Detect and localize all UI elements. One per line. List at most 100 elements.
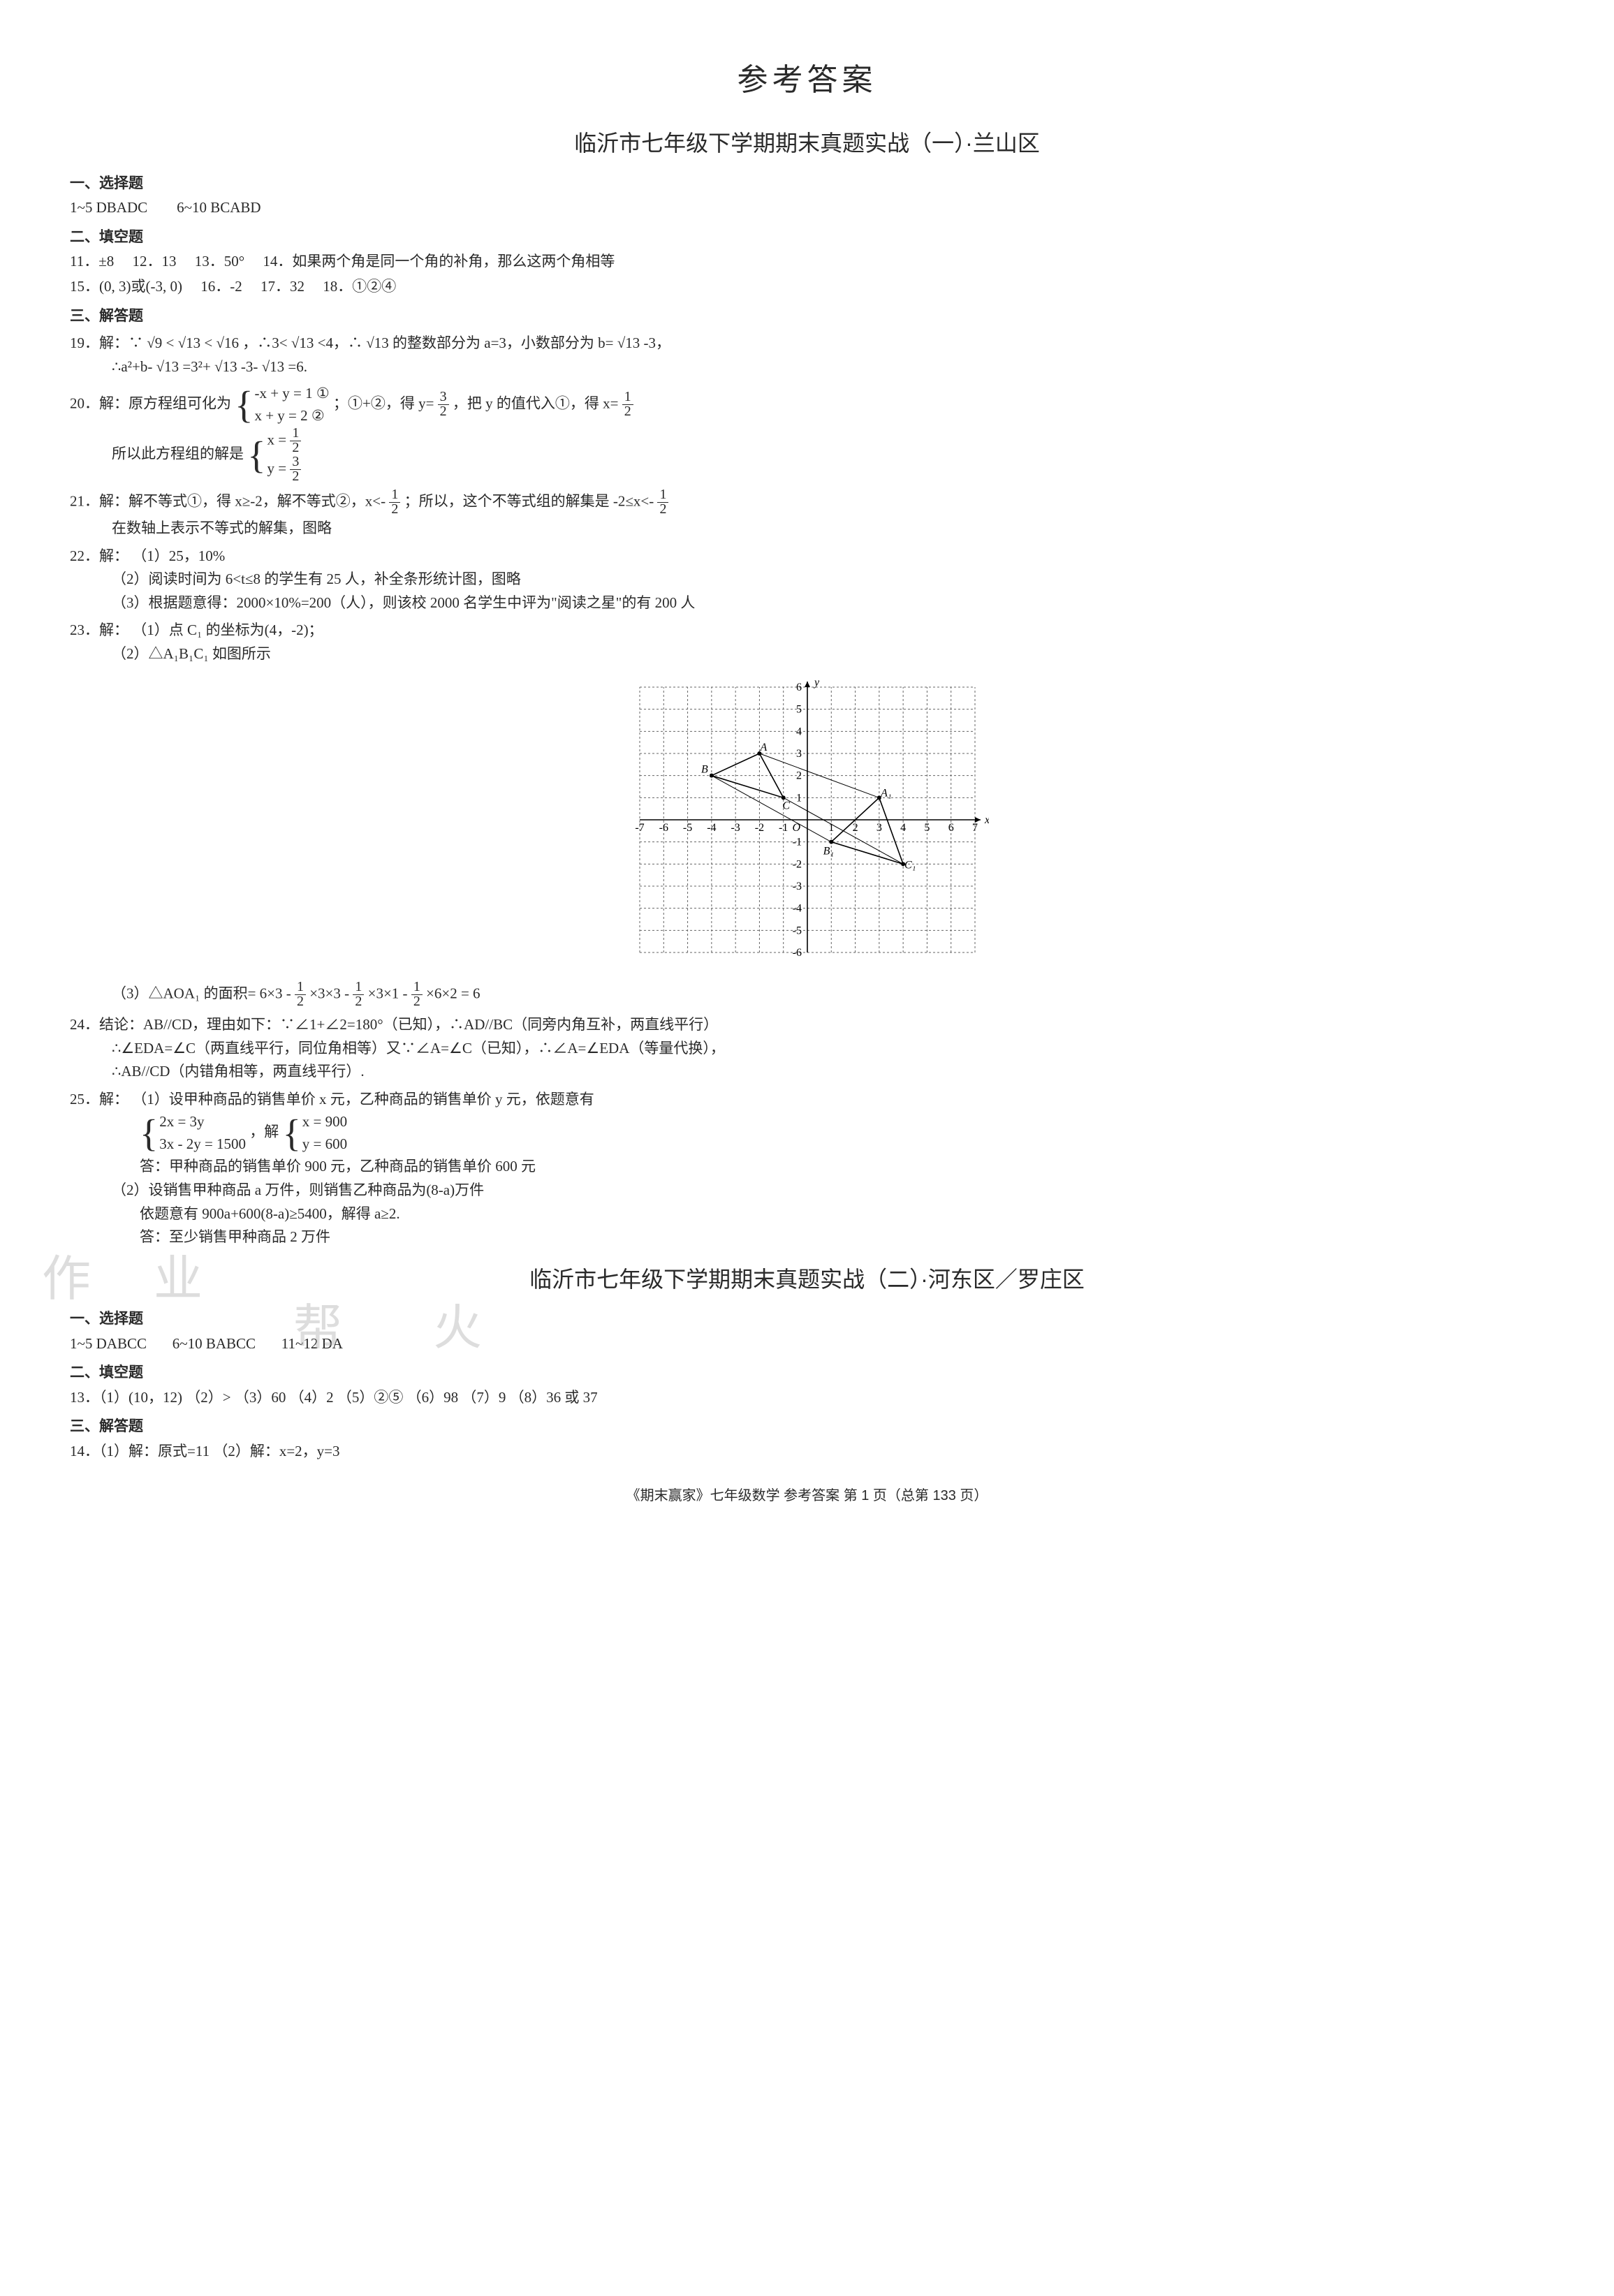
exam2-title: 临沂市七年级下学期期末真题实战（二）·河东区／罗庄区 [70, 1262, 1544, 1297]
svg-text:1: 1 [828, 822, 834, 834]
svg-text:B₁: B₁ [823, 845, 833, 857]
q16: 16．-2 [200, 278, 242, 295]
e2-sec3: 三、解答题 [70, 1415, 1544, 1438]
q20-sol: 所以此方程组的解是 { x = 12 y = 32 [70, 427, 1544, 484]
q13: 13．50° [195, 253, 244, 270]
e2-mc2: 6~10 BABCC [173, 1335, 256, 1352]
svg-text:5: 5 [924, 822, 930, 834]
svg-text:1: 1 [796, 792, 802, 804]
q23-p2: （2）△A₁B₁C₁ 如图所示 [70, 642, 1544, 666]
frac-1-2f: 12 [411, 980, 423, 1009]
svg-text:3: 3 [796, 748, 802, 760]
q23-label: 23．解： [70, 621, 129, 638]
q20-mid: ；①+②，得 y= [333, 395, 438, 412]
main-title: 参考答案 [70, 56, 1544, 105]
svg-text:7: 7 [972, 822, 978, 834]
svg-text:C₁: C₁ [904, 859, 916, 871]
q25: 25．解： （1）设甲种商品的销售单价 x 元，乙种商品的销售单价 y 元，依题… [70, 1088, 1544, 1249]
e2-mc: 1~5 DABCC 6~10 BABCC 11~12 DA [70, 1332, 1544, 1356]
svg-text:6: 6 [796, 682, 802, 693]
q20-solx: x = [267, 432, 290, 448]
frac-3-2a: 32 [438, 390, 449, 419]
fill-row2: 15．(0, 3)或(-3, 0) 16．-2 17．32 18．①②④ [70, 275, 1544, 299]
svg-text:O: O [792, 822, 800, 834]
q12: 12．13 [133, 253, 177, 270]
q25-ans1: 答：甲种商品的销售单价 900 元，乙种商品的销售单价 600 元 [70, 1155, 1544, 1179]
sec2-heading: 二、填空题 [70, 226, 1544, 249]
svg-text:-2: -2 [792, 858, 801, 870]
svg-text:-4: -4 [707, 822, 716, 834]
svg-text:-6: -6 [659, 822, 668, 834]
svg-text:x: x [984, 814, 989, 826]
svg-text:3: 3 [876, 822, 881, 834]
e2-q14: 14．（1）解：原式=11 （2）解：x=2，y=3 [70, 1440, 1544, 1464]
q20-label: 20．解：原方程组可化为 [70, 395, 231, 412]
svg-text:4: 4 [900, 822, 906, 834]
q25-solve: ，解 [249, 1124, 279, 1140]
frac-1-2d: 12 [295, 980, 306, 1009]
frac-1-2c: 12 [657, 488, 668, 517]
q19-p1a: √9 < √13 < √16 [147, 334, 239, 351]
q25-p2: （2）设销售甲种商品 a 万件，则销售乙种商品为(8-a)万件 [70, 1179, 1544, 1202]
svg-text:2: 2 [852, 822, 858, 834]
q19: 19．解：∵ √9 < √13 < √16 ，∴3< √13 <4，∴ √13 … [70, 332, 1544, 378]
q25-sx: x = 900 [302, 1111, 347, 1133]
q20-sol-brace: { x = 12 y = 32 [247, 427, 301, 484]
svg-text:-7: -7 [635, 822, 644, 834]
e2-sec1: 一、选择题 [70, 1307, 1544, 1331]
frac-1-2b: 12 [389, 488, 400, 517]
q22-p1: （1）25，10% [132, 547, 225, 564]
graph-svg: -7-6-5-4-3-2-11234567-6-5-4-3-2-1123456O… [626, 673, 989, 966]
q23-p3d: ×6×2 = 6 [426, 985, 480, 1001]
q23-p3: （3）△AOA₁ 的面积= 6×3 - 12 ×3×3 - 12 ×3×1 - … [70, 980, 1544, 1009]
q20-eq1: -x + y = 1 ① [254, 383, 329, 405]
q20: 20．解：原方程组可化为 { -x + y = 1 ① x + y = 2 ② … [70, 383, 1544, 484]
q20-eq2: x + y = 2 ② [254, 405, 329, 427]
frac-1-2a: 12 [622, 390, 633, 419]
mc2: 6~10 BCABD [177, 199, 261, 216]
svg-text:y: y [813, 677, 820, 689]
svg-text:-5: -5 [682, 822, 691, 834]
q23: 23．解： （1）点 C₁ 的坐标为(4，-2)； （2）△A₁B₁C₁ 如图所… [70, 619, 1544, 1009]
exam1-title: 临沂市七年级下学期期末真题实战（一）·兰山区 [70, 126, 1544, 161]
q24-l3: ∴AB//CD（内错角相等，两直线平行）. [70, 1060, 1544, 1084]
q11: 11．±8 [70, 253, 114, 270]
e2-q13: 13．（1）(10，12) （2）> （3）60 （4）2 （5）②⑤ （6）9… [70, 1386, 1544, 1410]
svg-text:-4: -4 [792, 902, 801, 914]
q19-p2: ∴a²+b- √13 =3²+ √13 -3- √13 =6. [70, 355, 1544, 379]
page-footer: 《期末赢家》七年级数学 参考答案 第 1 页（总第 133 页） [70, 1485, 1544, 1507]
mc1: 1~5 DBADC [70, 199, 147, 216]
q22: 22．解： （1）25，10% （2）阅读时间为 6<t≤8 的学生有 25 人… [70, 545, 1544, 615]
svg-text:A₁: A₁ [880, 787, 891, 799]
svg-text:-3: -3 [731, 822, 740, 834]
mc-answers: 1~5 DBADC 6~10 BCABD [70, 196, 1544, 220]
q19-label: 19．解：∵ [70, 334, 147, 351]
svg-text:-3: -3 [792, 881, 801, 892]
q23-p3a: （3）△AOA₁ 的面积= 6×3 - [112, 985, 295, 1001]
q21-label: 21．解：解不等式①，得 x≥-2，解不等式②，x<- [70, 492, 389, 509]
q25-p1: （1）设甲种商品的销售单价 x 元，乙种商品的销售单价 y 元，依题意有 [132, 1091, 594, 1107]
q19-p1b: ，∴3< √13 <4，∴ √13 的整数部分为 a=3，小数部分为 b= √1… [242, 334, 670, 351]
q17: 17．32 [261, 278, 305, 295]
svg-text:2: 2 [796, 770, 802, 781]
q15: 15．(0, 3)或(-3, 0) [70, 278, 182, 295]
svg-text:-1: -1 [792, 836, 801, 848]
svg-text:A: A [759, 742, 767, 753]
svg-text:-6: -6 [792, 947, 801, 959]
svg-text:5: 5 [796, 703, 802, 715]
q24-l2: ∴∠EDA=∠C（两直线平行，同位角相等）又∵∠A=∠C（已知），∴∠A=∠ED… [70, 1037, 1544, 1061]
q21-l2: 在数轴上表示不等式的解集，图略 [70, 517, 1544, 540]
q20-mid2: ，把 y 的值代入①，得 x= [453, 395, 622, 412]
svg-text:-1: -1 [779, 822, 788, 834]
fill-row1: 11．±8 12．13 13．50° 14．如果两个角是同一个角的补角，那么这两… [70, 250, 1544, 274]
frac-1-2e: 12 [353, 980, 364, 1009]
q21-mid: ；所以，这个不等式组的解集是 -2≤x<- [404, 492, 658, 509]
q24-l1: 24．结论：AB//CD，理由如下：∵∠1+∠2=180°（已知），∴AD//B… [70, 1013, 1544, 1037]
e2-mc3: 11~12 DA [281, 1335, 343, 1352]
q25-eq2: 3x - 2y = 1500 [159, 1133, 246, 1156]
q24: 24．结论：AB//CD，理由如下：∵∠1+∠2=180°（已知），∴AD//B… [70, 1013, 1544, 1084]
q20-sol-label: 所以此方程组的解是 [112, 446, 244, 462]
svg-text:C: C [782, 800, 790, 811]
svg-text:6: 6 [948, 822, 953, 834]
q22-label: 22．解： [70, 547, 129, 564]
